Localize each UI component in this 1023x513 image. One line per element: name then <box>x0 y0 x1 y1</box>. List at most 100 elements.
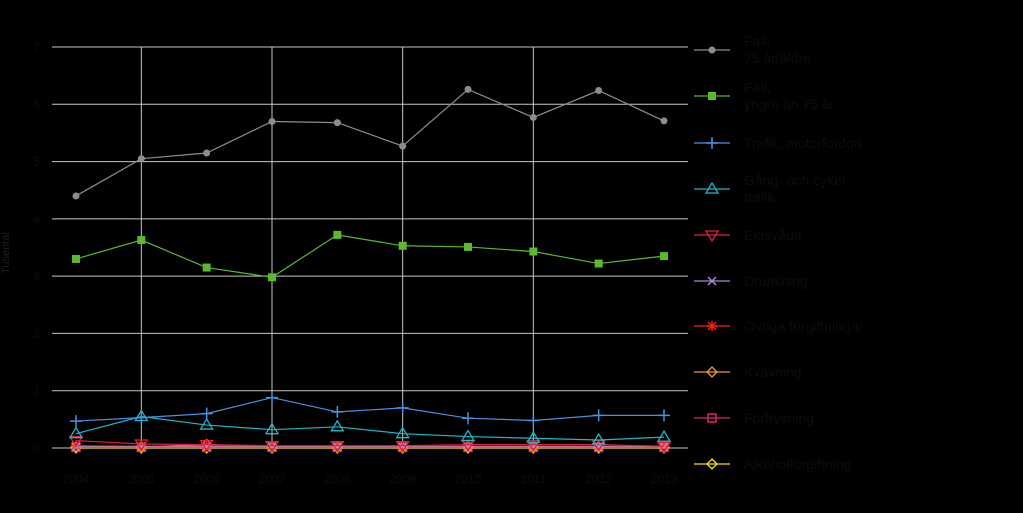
legend-label: Alkoholförgiftning <box>744 456 851 472</box>
y-tick-label: 7 <box>33 40 40 54</box>
legend-label-line: Fall, <box>744 33 770 49</box>
y-tick-label: 0 <box>33 441 40 455</box>
data-point-1-3 <box>268 273 276 282</box>
legend-entry-4: Eldsvåda <box>694 227 802 243</box>
data-point-4-4 <box>330 441 345 453</box>
data-point-1-2 <box>202 263 211 272</box>
legend-label: Fall, yngre än 75 år <box>744 79 835 112</box>
y-tick-label: 2 <box>33 326 40 340</box>
legend-marker <box>708 92 716 100</box>
data-point-1-4 <box>333 230 342 239</box>
data-point-2-9 <box>658 409 670 422</box>
data-point-4-1 <box>134 439 149 452</box>
series-line-4 <box>75 439 665 447</box>
series-line-2 <box>75 396 664 422</box>
legend-label: Kvävning <box>744 364 802 380</box>
data-point-3-3 <box>264 422 280 435</box>
data-point-4-7 <box>526 439 541 452</box>
legend-entry-9: Alkoholförgiftning <box>694 456 851 472</box>
legend-entry-2: Trafik, motorfordon <box>694 135 862 151</box>
x-tick-label: 2006 <box>193 472 220 486</box>
series-2 <box>70 391 670 428</box>
data-point-2-5 <box>396 401 409 414</box>
legend-label-line: Trafik, motorfordon <box>744 135 862 151</box>
legend-label: Eldsvåda <box>744 227 802 243</box>
data-point-3-0 <box>68 426 84 439</box>
series-line-3 <box>75 415 665 441</box>
series-line-1 <box>75 234 665 278</box>
y-tick-label: 6 <box>33 97 40 111</box>
data-point-2-3 <box>266 391 278 404</box>
x-tick-label: 2013 <box>651 472 678 486</box>
data-point-0-3 <box>268 117 276 125</box>
y-tick-label: 4 <box>33 212 40 226</box>
legend-label-line: Fall, <box>744 79 770 95</box>
data-point-5-5 <box>398 442 408 452</box>
legend-label-line: Alkoholförgiftning <box>744 456 851 472</box>
x-tick-label: 2010 <box>455 472 482 486</box>
data-point-0-5 <box>399 142 407 150</box>
data-point-1-8 <box>594 259 603 268</box>
data-point-5-9 <box>659 442 669 452</box>
legend-label-line: Drunkning <box>744 273 808 289</box>
data-point-4-0 <box>68 435 84 448</box>
data-point-1-6 <box>464 242 472 251</box>
data-point-2-0 <box>70 415 82 428</box>
legend-marker <box>704 230 720 243</box>
data-point-2-4 <box>331 405 344 418</box>
data-point-0-9 <box>660 117 668 125</box>
legend-marker <box>708 46 716 54</box>
series-line-0 <box>75 88 665 197</box>
data-point-1-1 <box>137 236 146 245</box>
legend-label: Fall, 75 år/äldre <box>744 33 811 66</box>
y-axis-label: Tusental <box>0 232 12 274</box>
data-point-1-0 <box>72 254 80 263</box>
data-point-0-1 <box>137 155 145 163</box>
grid-lines <box>52 46 688 449</box>
legend-marker <box>707 413 717 423</box>
legend-entry-8: Förfrysning <box>694 410 814 426</box>
data-point-0-2 <box>203 149 211 157</box>
data-point-3-4 <box>330 419 345 432</box>
data-point-3-6 <box>460 429 476 442</box>
data-point-2-8 <box>592 409 605 422</box>
legend-label-line: Gång- och cykel <box>744 172 845 188</box>
x-axis-ticks: 2004 2005 2006 2007 2008 2009 2010 2011 2012 2013 <box>63 472 678 486</box>
data-point-1-5 <box>398 241 407 250</box>
data-point-0-0 <box>72 192 80 200</box>
x-tick-label: 2009 <box>389 472 416 486</box>
legend-label-line: yngre än 75 år <box>744 96 835 112</box>
data-point-0-8 <box>595 87 603 95</box>
data-point-1-9 <box>660 252 668 261</box>
legend-label: Trafik, motorfordon <box>744 135 862 151</box>
data-point-4-5 <box>395 441 410 453</box>
y-tick-label: 1 <box>33 384 40 398</box>
legend-label: Gång- och cykel trafik <box>744 172 845 205</box>
data-point-2-1 <box>135 411 148 424</box>
data-point-4-2 <box>199 439 214 452</box>
data-point-3-8 <box>591 432 606 445</box>
legend-label: Övriga förgiftningar <box>744 317 863 334</box>
legend-label: Drunkning <box>744 273 808 289</box>
data-point-5-4 <box>332 442 342 452</box>
data-point-2-2 <box>200 407 213 420</box>
data-point-4-3 <box>264 441 280 453</box>
legend-entry-5: Drunkning <box>694 273 808 289</box>
data-point-4-9 <box>656 441 672 454</box>
data-point-3-2 <box>199 417 214 430</box>
x-tick-label: 2012 <box>585 472 612 486</box>
data-point-0-4 <box>333 119 341 127</box>
data-point-3-5 <box>395 426 410 439</box>
series-0 <box>72 85 668 200</box>
legend-entry-6: Övriga förgiftningar <box>694 317 863 334</box>
x-tick-label: 2011 <box>520 472 546 486</box>
x-tick-label: 2007 <box>259 472 286 486</box>
data-point-2-7 <box>527 414 540 427</box>
data-point-1-7 <box>529 247 538 256</box>
legend-marker <box>707 276 717 286</box>
series-1 <box>72 230 668 282</box>
legend-label-line: trafik <box>744 189 775 205</box>
data-point-0-7 <box>529 113 537 121</box>
data-point-5-3 <box>267 442 277 452</box>
